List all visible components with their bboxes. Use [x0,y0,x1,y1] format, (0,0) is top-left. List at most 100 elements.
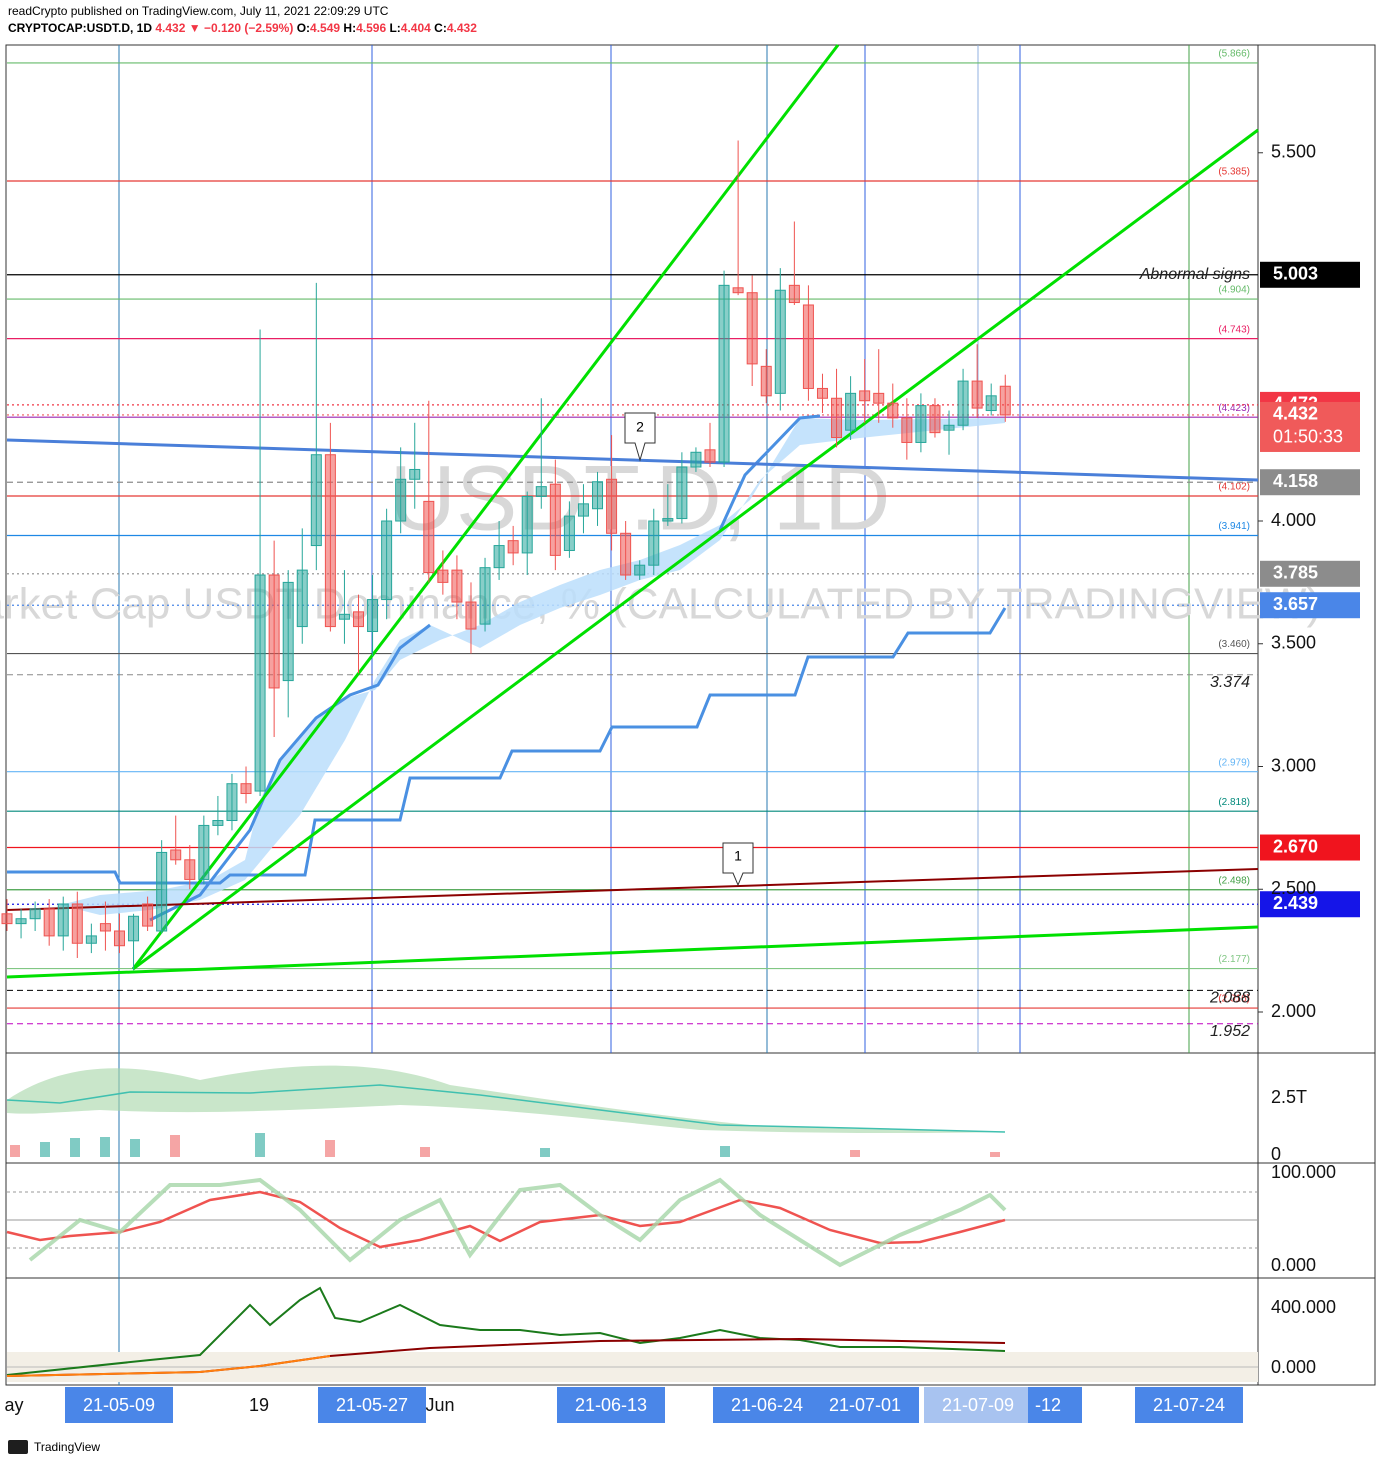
level-label: (3.941) [1218,521,1250,532]
candle-body [85,935,97,944]
volume-ma-area [7,1065,1005,1134]
level-label: (4.904) [1218,285,1250,296]
price-box [1260,834,1360,861]
y-tick-label: 2.500 [1271,878,1316,898]
candle-body [774,289,786,394]
ohlc-key: O: [297,21,310,35]
time-label: ay [4,1395,23,1415]
candle-body [732,287,744,294]
y-tick-label: 3.000 [1271,755,1316,775]
oscillator-signal [28,1177,1007,1268]
price-box [1260,560,1360,587]
brand-logo [8,1440,28,1454]
time-label: 21-07-24 [1153,1395,1225,1415]
price-box [1260,891,1360,918]
time-label: Jun [425,1395,454,1415]
symbol: CRYPTOCAP:USDT.D, 1D [8,21,152,35]
candle-body [915,405,927,443]
level-label: (4.102) [1218,482,1250,493]
y-tick-label: 4.000 [1271,510,1316,530]
level-label: (2.177) [1218,954,1250,965]
volume-bar [130,1139,140,1157]
price-text: 2.088 [1209,990,1250,1007]
candle-body [549,483,561,556]
y-tick-label: 3.500 [1271,633,1316,653]
candle-body [676,466,688,520]
candle-body [943,424,955,431]
candle-body [437,569,449,583]
y-tick-label: 5.500 [1271,142,1316,162]
candle-body [746,292,758,365]
candle-body [521,495,533,554]
candle-body [606,478,618,534]
time-axis: ay 21-05-09 19 21-05-27 Jun 21-06-13 21-06-24 2… [4,1387,1243,1423]
candle-body [128,915,140,942]
candle-body [296,569,308,628]
time-label-box [65,1387,173,1423]
time-label-box [1028,1387,1082,1423]
price-box [1260,401,1360,452]
time-label: 19 [249,1395,269,1415]
candle-body [718,284,730,463]
callout-label: 1 [734,848,742,864]
symbol-line: CRYPTOCAP:USDT.D, 1D 4.432 ▼ −0.120 (−2.… [8,21,477,35]
candle-body [816,387,828,399]
volume-bar [170,1135,180,1157]
time-label: 21-07-01 [829,1395,901,1415]
candle-body [620,532,632,576]
volume-bar [990,1152,1000,1157]
trend-line [6,925,1259,979]
pane-tick-label: 0.000 [1271,1357,1316,1377]
level-label: (3.460) [1218,639,1250,650]
volume-bar [325,1140,335,1157]
volume-bar [40,1142,50,1157]
candle-body [845,392,857,431]
candle-body [43,908,55,937]
candle-body [451,569,463,603]
level-label: (5.866) [1218,49,1250,60]
price-text: 1.952 [1210,1023,1250,1040]
time-label-box [318,1387,426,1423]
candle-body [240,783,252,795]
candle-body [184,859,196,880]
pane-tick-label: 0 [1271,1144,1281,1164]
candle-body [15,918,27,925]
candle-body [831,397,843,439]
candle-body [254,574,266,792]
candle-body [999,385,1011,416]
candle-body [226,783,238,822]
level-label: (2.818) [1218,797,1250,808]
price-box [1260,469,1360,496]
candle-body [338,613,350,620]
time-label: 21-05-09 [83,1395,155,1415]
candle-body [507,540,519,554]
candle-body [577,503,589,517]
price-box-label: 2.670 [1273,836,1318,856]
level-label: (5.385) [1218,167,1250,178]
price-box [1260,592,1360,619]
trend-line [132,128,1259,971]
candle-body [985,395,997,412]
candle-body [395,478,407,522]
candle-body [563,515,575,551]
time-label: 21-06-24 [731,1395,803,1415]
time-label-box [1135,1387,1243,1423]
volume-bar [10,1145,20,1157]
trend-line [131,44,840,970]
price-text: 3.374 [1210,674,1250,691]
candle-body [57,903,69,937]
candle-body [353,611,364,628]
level-label: (4.743) [1218,324,1250,335]
price-box-timer: 01:50:33 [1273,427,1343,447]
candle-body [409,468,421,480]
axis: 5.0034.4734.43201:50:334.1583.7853.6572.… [1258,142,1360,1377]
price-box [1260,261,1360,288]
level-label: (2.016) [1218,994,1250,1005]
time-label-box [924,1387,1032,1423]
volume-bars [10,1133,1000,1157]
candle-body [662,518,674,522]
volume-bar [540,1148,550,1157]
